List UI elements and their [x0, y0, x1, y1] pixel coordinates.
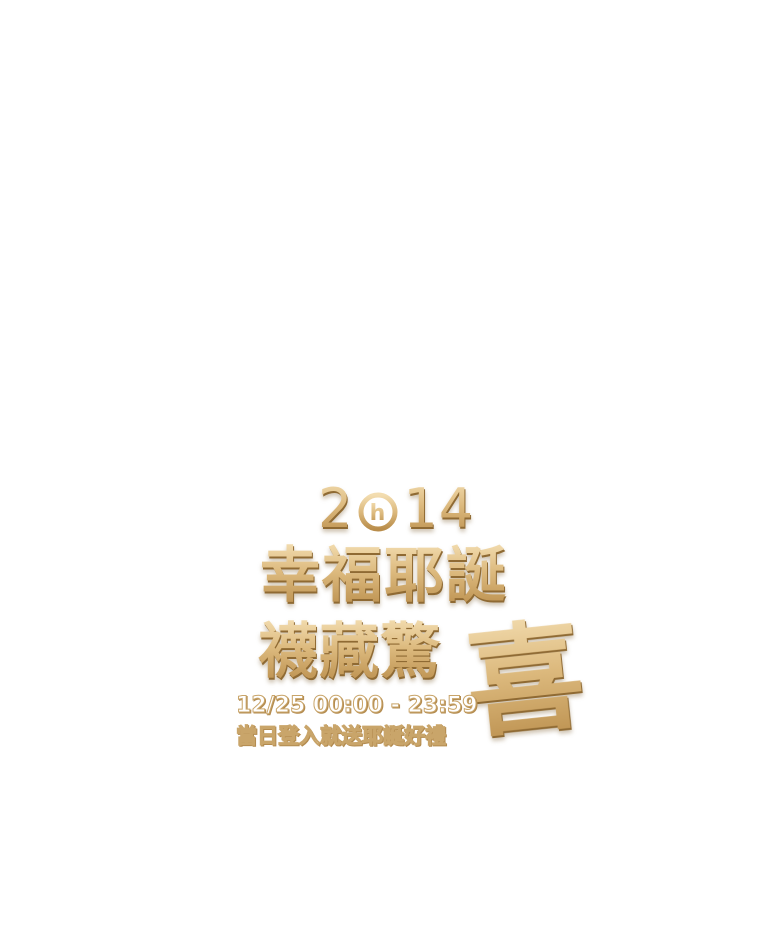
year-digit-right: 14 — [403, 477, 475, 540]
promo-big-character: 喜 — [459, 605, 591, 755]
year-digit-left: 2 — [318, 477, 354, 540]
promo-headline-2: 襪藏驚 — [258, 617, 441, 687]
promo-date-range: 12/25 00:00 - 23:59 — [235, 693, 478, 719]
christmas-promo-banner: 2 h 14 幸福耶誕 襪藏驚 喜 12/25 00:00 - 23:59 當日… — [230, 478, 590, 768]
promo-year: 2 h 14 — [318, 478, 474, 540]
brand-h-letter: h — [370, 501, 387, 526]
promo-headline-1: 幸福耶誕 — [260, 541, 508, 611]
brand-h-logo-icon: h — [358, 492, 398, 532]
promo-subtitle: 當日登入就送耶誕好禮 — [236, 724, 447, 749]
